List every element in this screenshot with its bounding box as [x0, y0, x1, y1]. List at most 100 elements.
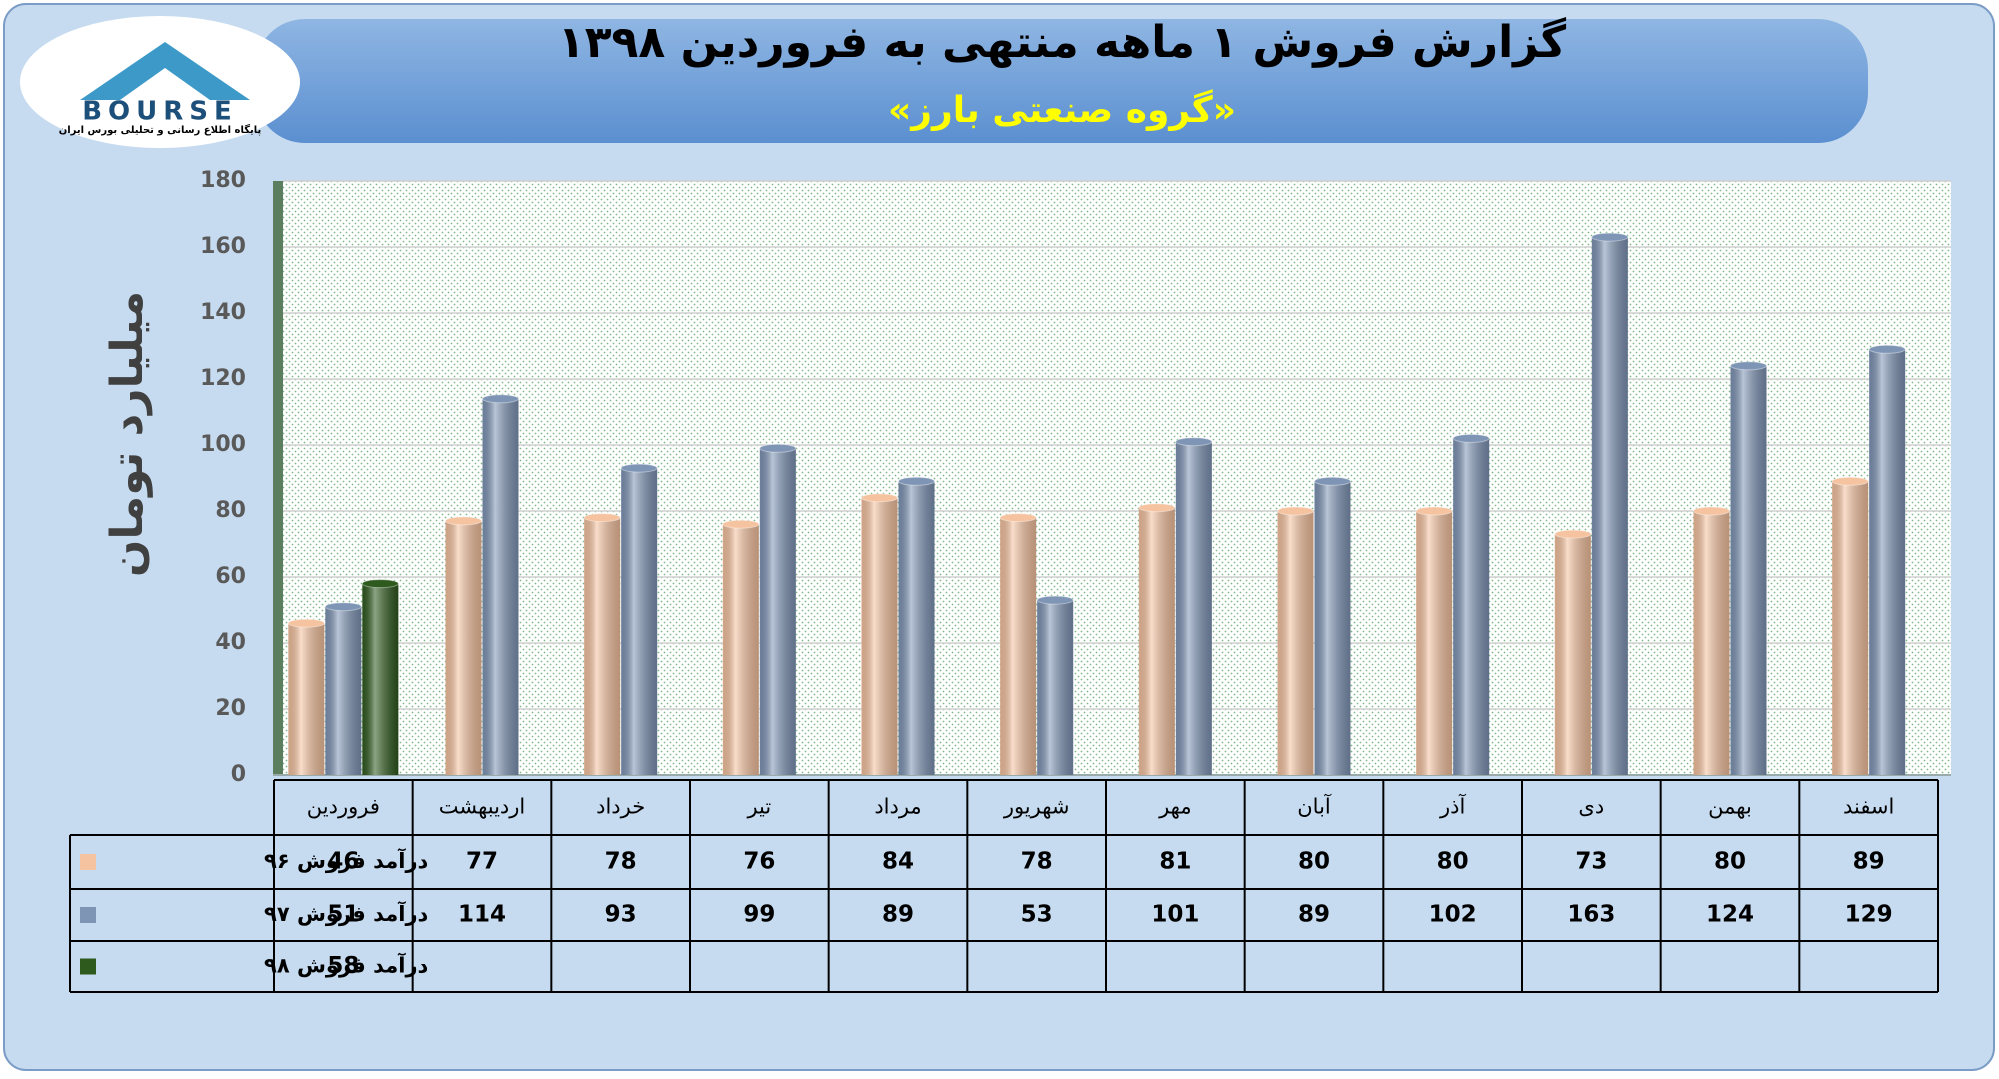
y-tick-label: 140: [200, 300, 246, 325]
x-tick-label: آبان: [1297, 794, 1332, 819]
y-tick-label: 40: [215, 630, 246, 655]
table-cell: 89: [1853, 849, 1885, 875]
bar-cap: [287, 618, 325, 628]
bar-shade: [362, 583, 399, 775]
table-cell: 89: [882, 902, 914, 928]
bar-cap: [1452, 433, 1490, 443]
title-band: [255, 19, 1868, 143]
bar-cap: [324, 602, 362, 612]
bar-cap: [583, 513, 621, 523]
table-cell: 93: [605, 902, 637, 928]
bar-cap: [1554, 529, 1592, 539]
bar-shade: [584, 517, 621, 775]
legend-label: درآمد فروش ۹۷: [264, 901, 429, 926]
x-tick-label: آذر: [1439, 794, 1466, 819]
x-tick-label: شهریور: [1003, 795, 1070, 819]
table-cell: 53: [1021, 902, 1053, 928]
y-tick-label: 0: [231, 762, 246, 787]
bar-cap: [1730, 361, 1767, 371]
logo-caption: پایگاه اطلاع رسانی و تحلیلی بورس ایران: [59, 123, 262, 136]
chart-title: گزارش فروش ۱ ماهه منتهی به فروردین ۱۳۹۸: [558, 16, 1567, 68]
table-cell: 163: [1567, 902, 1615, 928]
table-cell: 73: [1575, 849, 1607, 875]
logo-text: BOURSE: [82, 97, 238, 127]
bar-cap: [759, 443, 797, 453]
bar-shade: [1000, 517, 1037, 775]
table-cell: 129: [1845, 902, 1893, 928]
bar-shade: [1277, 511, 1314, 775]
legend-swatch: [80, 854, 96, 870]
bar-shade: [861, 497, 898, 775]
legend-swatch: [80, 958, 96, 975]
legend-label: درآمد فروش ۹۸: [264, 953, 429, 978]
bar-shade: [621, 468, 658, 775]
y-tick-label: 60: [215, 564, 246, 589]
bar-shade: [1869, 349, 1906, 775]
bar-shade: [445, 520, 482, 775]
table-cell: 101: [1151, 902, 1199, 928]
y-tick-label: 180: [200, 168, 246, 193]
x-tick-label: اسفند: [1843, 795, 1894, 819]
bar-shade: [1832, 481, 1869, 775]
table-cell: 80: [1714, 849, 1746, 875]
bar-cap: [1831, 476, 1869, 486]
legend-label: درآمد فروش ۹۶: [264, 848, 429, 873]
y-tick-label: 120: [200, 366, 246, 391]
table-cell: 124: [1706, 902, 1754, 928]
bar-cap: [1693, 506, 1730, 516]
bar-shade: [288, 623, 325, 775]
table-cell: 46: [327, 849, 359, 875]
plot-wall: [273, 181, 283, 775]
bar-shade: [1453, 438, 1490, 775]
table-cell: 76: [743, 849, 775, 875]
x-tick-label: تیر: [746, 795, 771, 819]
bar-cap: [445, 516, 482, 526]
y-tick-label: 160: [200, 234, 246, 259]
bar-shade: [1591, 237, 1628, 776]
bar-shade: [1138, 507, 1175, 775]
table-cell: 80: [1298, 849, 1330, 875]
bar-shade: [1730, 365, 1767, 775]
table-cell: 78: [1021, 849, 1053, 875]
logo-shape: [120, 68, 210, 100]
table-cell: 114: [458, 902, 506, 928]
bar-cap: [1175, 437, 1213, 447]
bar-shade: [722, 524, 759, 775]
bar-cap: [620, 463, 658, 473]
bar-cap: [722, 519, 760, 529]
bar-shade: [1314, 481, 1351, 775]
bar-shade: [1554, 534, 1591, 775]
x-tick-label: فروردین: [307, 795, 380, 819]
plot-area: [283, 181, 1951, 775]
x-tick-label: بهمن: [1708, 795, 1752, 819]
bar-shade: [1416, 511, 1453, 775]
bar-cap: [482, 394, 519, 404]
x-tick-label: مهر: [1158, 795, 1192, 819]
x-tick-label: خرداد: [596, 795, 645, 819]
y-tick-label: 80: [215, 498, 246, 523]
y-tick-label: 20: [215, 696, 246, 721]
x-tick-label: مرداد: [874, 795, 921, 819]
bar-cap: [1036, 595, 1074, 605]
bar-cap: [1314, 476, 1351, 486]
bar-cap: [898, 476, 935, 486]
bar-cap: [1138, 503, 1176, 513]
y-tick-label: 100: [200, 432, 246, 457]
bar-cap: [361, 579, 399, 589]
logo: BOURSE پایگاه اطلاع رسانی و تحلیلی بورس …: [20, 16, 300, 148]
table-cell: 84: [882, 849, 914, 875]
bar-cap: [861, 493, 898, 503]
table-cell: 80: [1437, 849, 1469, 875]
x-tick-label: دی: [1578, 795, 1604, 819]
bar-cap: [1868, 344, 1906, 354]
bar-cap: [1277, 506, 1314, 516]
table-cell: 77: [466, 849, 498, 875]
bar-shade: [1693, 511, 1730, 775]
bar-cap: [999, 513, 1037, 523]
bar-shade: [1175, 441, 1212, 775]
chart-subtitle: «گروه صنعتی بارز»: [888, 89, 1236, 131]
table-cell: 58: [327, 953, 359, 979]
bar-cap: [1591, 232, 1629, 242]
